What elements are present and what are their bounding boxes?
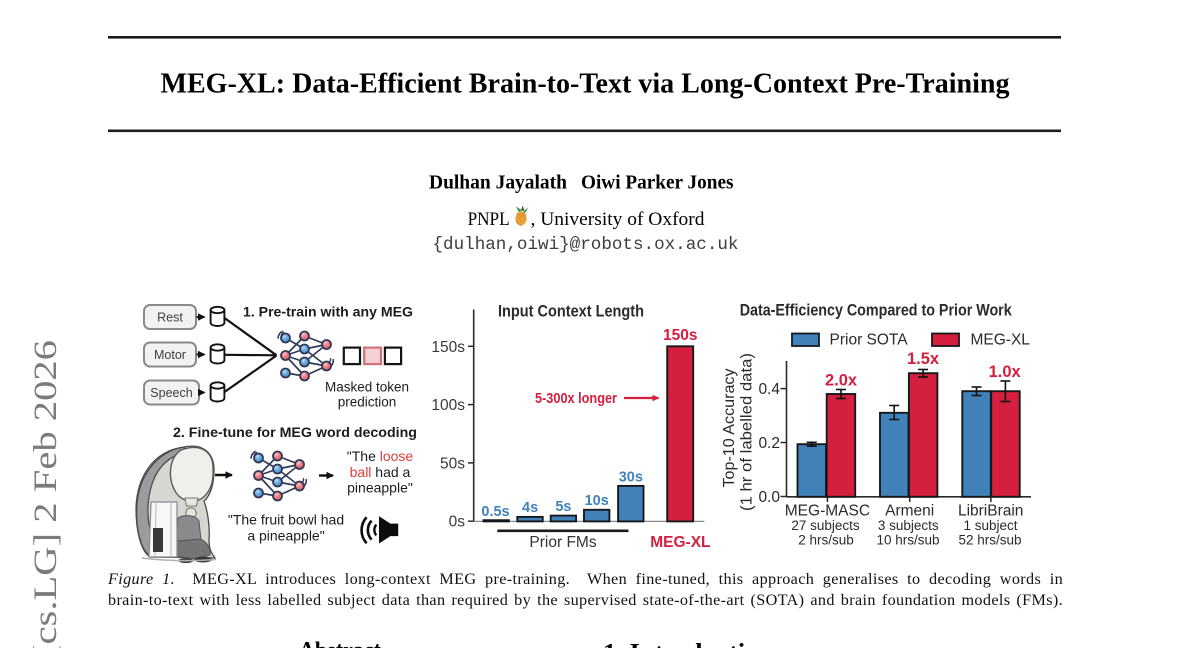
svg-text:27 subjects: 27 subjects <box>791 518 860 533</box>
svg-text:Input Context Length: Input Context Length <box>498 302 644 321</box>
svg-text:Rest: Rest <box>157 311 183 325</box>
svg-text:1. Introduction: 1. Introduction <box>603 640 773 648</box>
svg-text:, University of Oxford: , University of Oxford <box>531 209 706 230</box>
svg-text:LibriBrain: LibriBrain <box>958 503 1023 520</box>
svg-text:Abstract: Abstract <box>299 638 381 648</box>
svg-text:{dulhan,oiwi}@robots.ox.ac.uk: {dulhan,oiwi}@robots.ox.ac.uk <box>433 235 739 255</box>
svg-text:10s: 10s <box>585 493 609 509</box>
svg-text:[cs.LG] 2 Feb 2026: [cs.LG] 2 Feb 2026 <box>28 340 64 648</box>
svg-text:0.0: 0.0 <box>758 489 780 506</box>
svg-text:prediction: prediction <box>338 395 397 410</box>
svg-text:2 hrs/sub: 2 hrs/sub <box>798 533 854 548</box>
svg-text:4s: 4s <box>522 500 538 516</box>
svg-text:pineapple": pineapple" <box>347 480 413 496</box>
svg-text:MEG-XL: MEG-XL <box>650 534 710 551</box>
svg-text:150s: 150s <box>663 327 697 344</box>
svg-text:150s: 150s <box>431 339 465 356</box>
svg-text:1. Pre-train with any MEG: 1. Pre-train with any MEG <box>243 304 413 320</box>
svg-text:50s: 50s <box>440 455 465 472</box>
svg-text:5s: 5s <box>555 499 571 515</box>
svg-text:1.0x: 1.0x <box>989 363 1022 381</box>
svg-text:3 subjects: 3 subjects <box>878 518 939 533</box>
svg-text:5-300x longer: 5-300x longer <box>535 390 617 407</box>
svg-text:Data-Efficiency Compared to Pr: Data-Efficiency Compared to Prior Work <box>740 301 1012 320</box>
svg-text:Prior SOTA: Prior SOTA <box>830 332 909 349</box>
svg-text:Speech: Speech <box>150 386 192 400</box>
svg-text:MEG-XL: Data-Efficient Brain-t: MEG-XL: Data-Efficient Brain-to-Text via… <box>161 69 1010 100</box>
svg-text:Dulhan Jayalath: Dulhan Jayalath <box>429 172 567 194</box>
svg-text:a pineapple": a pineapple" <box>247 528 324 544</box>
svg-text:30s: 30s <box>619 470 643 486</box>
svg-text:100s: 100s <box>431 397 465 414</box>
svg-text:"The fruit bowl had: "The fruit bowl had <box>228 512 344 528</box>
svg-text:"The loose: "The loose <box>347 448 414 464</box>
svg-text:Armeni: Armeni <box>885 503 934 520</box>
svg-text:2. Fine-tune for MEG word deco: 2. Fine-tune for MEG word decoding <box>173 424 417 440</box>
svg-text:10 hrs/sub: 10 hrs/sub <box>876 533 939 548</box>
svg-text:MEG-MASC: MEG-MASC <box>785 503 870 520</box>
svg-text:ball had a: ball had a <box>350 464 411 480</box>
svg-text:1 subject: 1 subject <box>963 518 1017 533</box>
svg-text:1.5x: 1.5x <box>907 350 940 368</box>
svg-text:2.0x: 2.0x <box>825 371 858 389</box>
svg-text:52 hrs/sub: 52 hrs/sub <box>958 533 1021 548</box>
svg-text:Masked token: Masked token <box>325 380 409 395</box>
svg-text:(1 hr of labelled data): (1 hr of labelled data) <box>739 353 756 511</box>
svg-text:PNPL: PNPL <box>468 209 510 230</box>
svg-text:Top-10 Accuracy: Top-10 Accuracy <box>721 368 738 487</box>
svg-text:MEG-XL: MEG-XL <box>971 332 1031 349</box>
svg-text:Prior FMs: Prior FMs <box>529 534 596 551</box>
svg-text:Motor: Motor <box>154 348 186 362</box>
svg-text:0s: 0s <box>449 514 466 531</box>
svg-text:Oiwi Parker Jones: Oiwi Parker Jones <box>581 172 734 194</box>
svg-text:0.2: 0.2 <box>758 435 780 452</box>
svg-text:0.4: 0.4 <box>758 381 780 398</box>
svg-text:0.5s: 0.5s <box>481 504 509 520</box>
